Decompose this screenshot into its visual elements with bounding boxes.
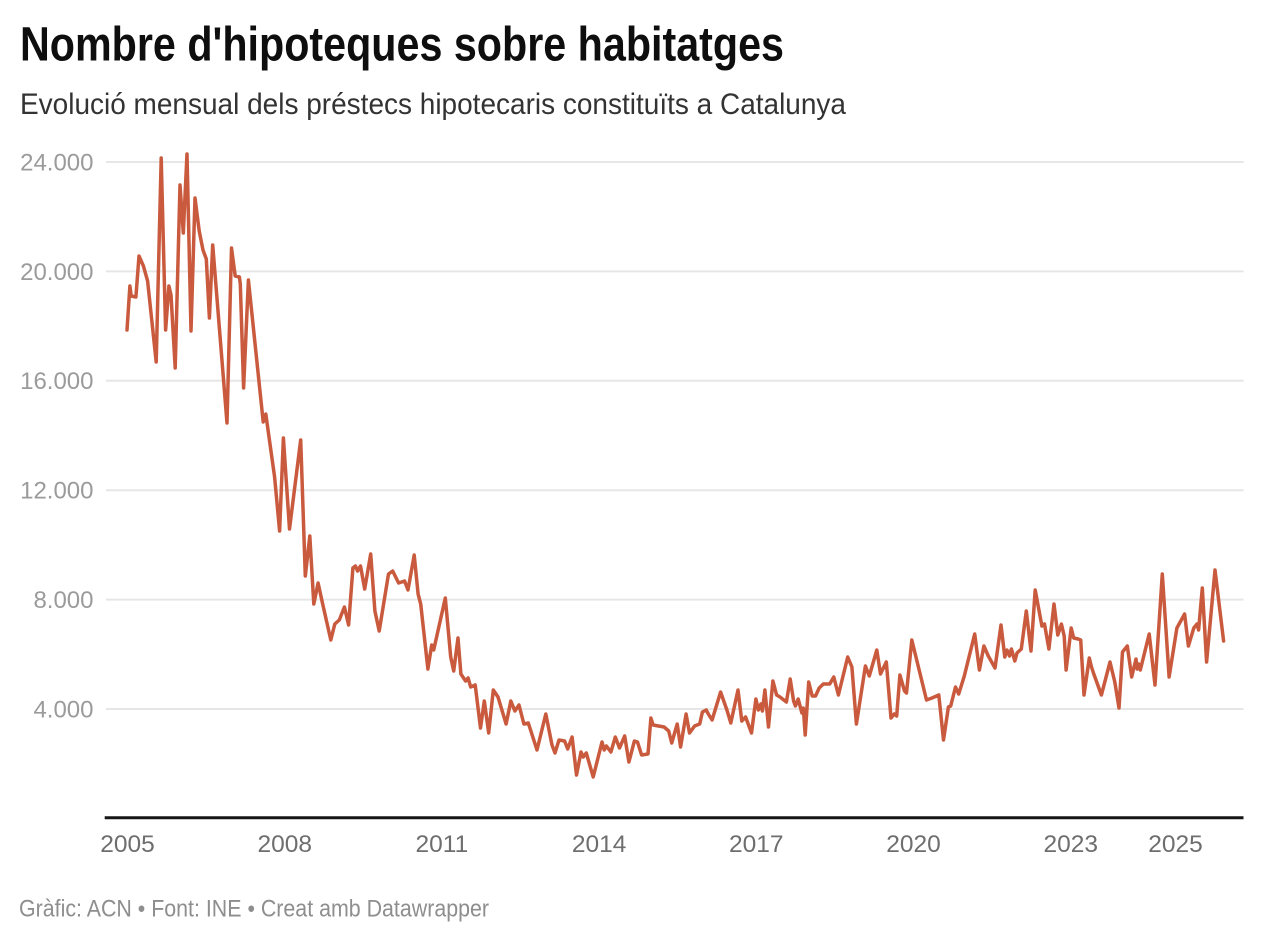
svg-text:2011: 2011 <box>416 831 469 858</box>
svg-text:2020: 2020 <box>886 831 941 858</box>
svg-text:2005: 2005 <box>100 831 155 858</box>
svg-text:Gràfic: ACN • Font: INE • Crea: Gràfic: ACN • Font: INE • Creat amb Data… <box>19 896 489 923</box>
svg-text:2017: 2017 <box>729 831 784 858</box>
svg-text:8.000: 8.000 <box>33 587 93 614</box>
svg-text:24.000: 24.000 <box>20 149 93 176</box>
svg-text:Evolució mensual dels préstecs: Evolució mensual dels préstecs hipotecar… <box>20 88 847 121</box>
svg-text:12.000: 12.000 <box>20 478 93 505</box>
svg-text:4.000: 4.000 <box>33 696 93 723</box>
svg-text:16.000: 16.000 <box>20 368 93 395</box>
svg-text:2008: 2008 <box>257 831 312 858</box>
svg-text:20.000: 20.000 <box>20 259 93 286</box>
svg-text:2023: 2023 <box>1043 831 1098 858</box>
svg-text:Nombre d'hipoteques sobre habi: Nombre d'hipoteques sobre habitatges <box>20 19 784 72</box>
svg-text:2014: 2014 <box>572 831 627 858</box>
svg-text:2025: 2025 <box>1148 831 1203 858</box>
